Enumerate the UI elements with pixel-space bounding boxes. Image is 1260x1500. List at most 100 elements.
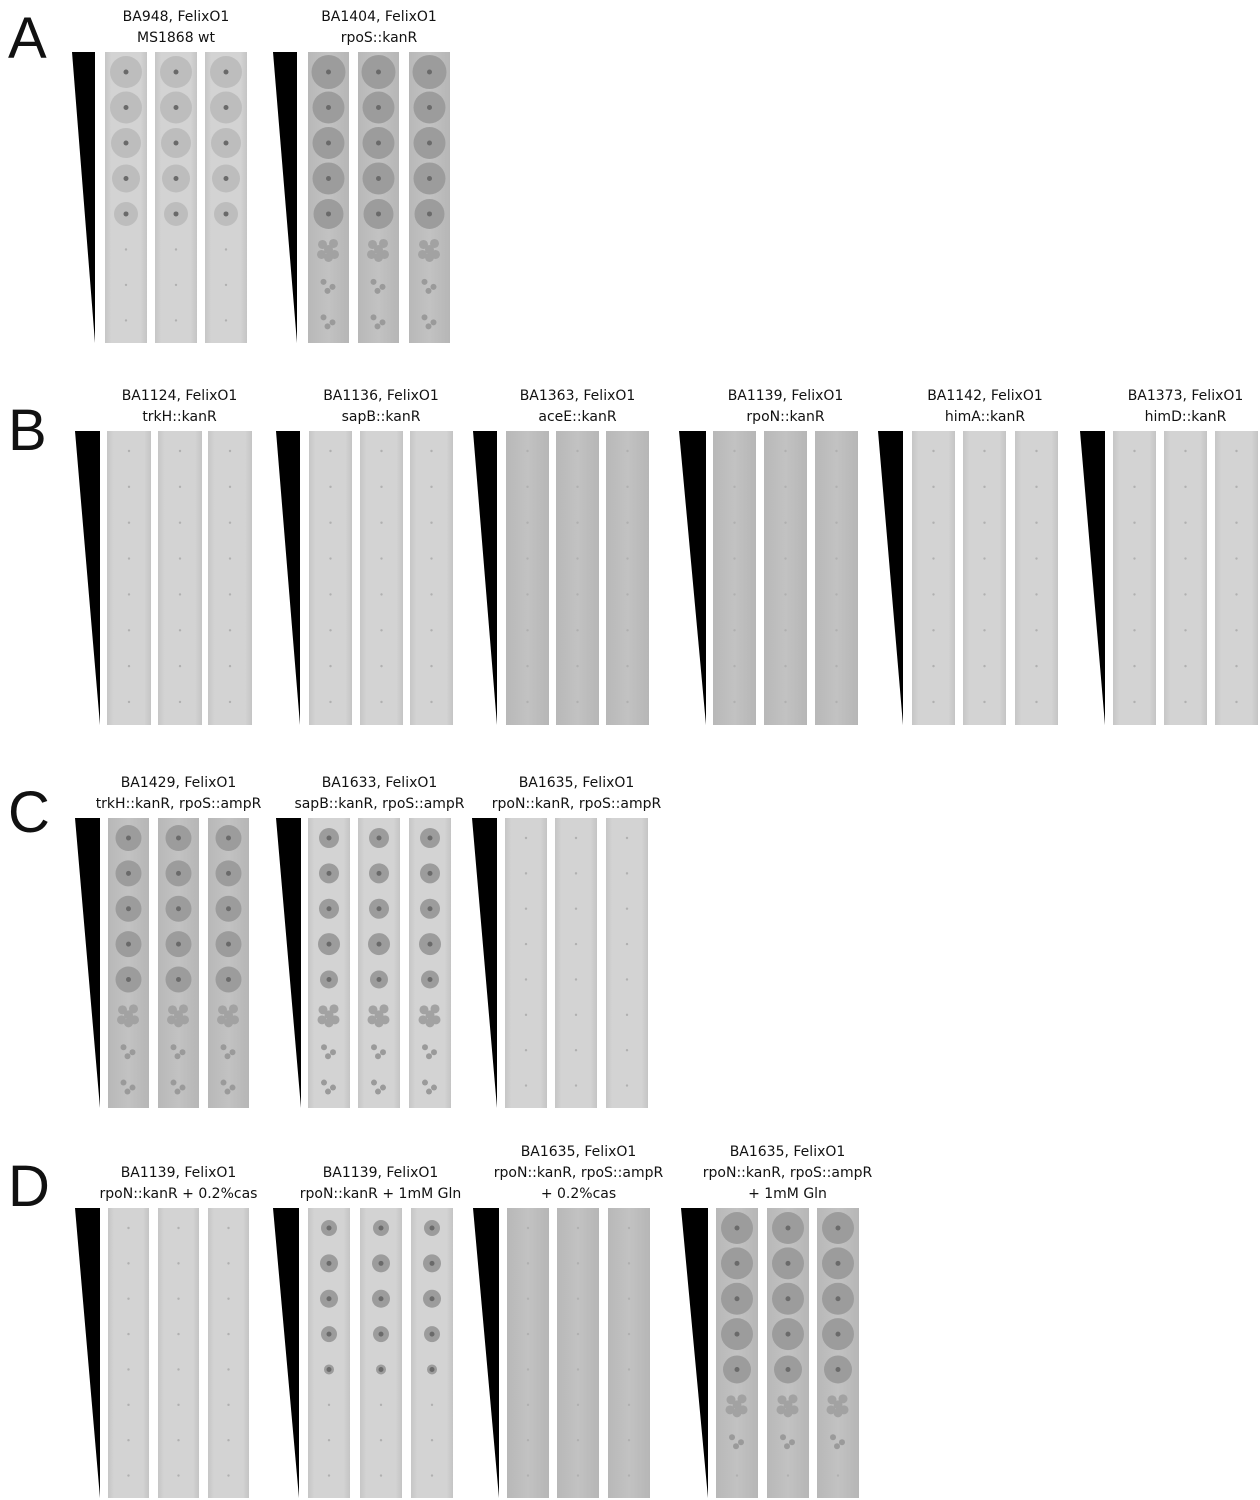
spot-strip [507, 1208, 549, 1498]
spot-dot [380, 1439, 382, 1441]
spot-dot [784, 486, 786, 488]
plaque [375, 323, 381, 329]
spot-dot [983, 486, 985, 488]
spot-dot [430, 701, 432, 703]
strain-label: BA1139, FelixO1 [323, 1165, 439, 1181]
spot-dot [1235, 665, 1237, 667]
spot-dot [125, 319, 127, 321]
plaque-center [430, 1261, 435, 1266]
spot-dot [431, 1404, 433, 1406]
plaque [431, 1085, 437, 1091]
spot-dot [626, 557, 628, 559]
strain-label: rpoN::kanR + 1mM Gln [300, 1186, 461, 1202]
spot-dot [526, 701, 528, 703]
spot-dot [1133, 450, 1135, 452]
spot-dot [575, 1014, 577, 1016]
spot-dot [787, 1474, 789, 1476]
plaque-center [126, 942, 131, 947]
dilution-wedge [276, 431, 300, 725]
spot-dot [229, 593, 231, 595]
spot-strip [208, 1208, 249, 1498]
plaque-center [428, 942, 433, 947]
plaque [789, 1439, 795, 1445]
plaque-center [836, 1367, 841, 1372]
spot-dot [527, 1333, 529, 1335]
plaque-center [126, 836, 131, 841]
spot-dot [1035, 522, 1037, 524]
plaque-center [326, 211, 331, 216]
plaque-center [224, 70, 229, 75]
plaque [729, 1434, 735, 1440]
plaque [325, 1089, 331, 1095]
spot-dot [576, 665, 578, 667]
spot-dot [932, 701, 934, 703]
plaque-center [224, 140, 229, 145]
spot-dot [733, 486, 735, 488]
spot-dot [576, 450, 578, 452]
spot-dot [179, 486, 181, 488]
spot-dot [835, 486, 837, 488]
plaque-center [327, 871, 332, 876]
plaque-center [430, 1367, 435, 1372]
dilution-wedge [75, 818, 100, 1108]
spot-strip [208, 431, 252, 725]
strain-label: rpoN::kanR + 0.2%cas [100, 1186, 258, 1202]
spot-dot [1133, 522, 1135, 524]
plaque [224, 1018, 233, 1027]
spot-dot [983, 629, 985, 631]
strain-label: trkH::kanR, rpoS::ampR [96, 796, 262, 812]
spot-dot [179, 557, 181, 559]
spot-dot [1035, 701, 1037, 703]
spot-dot [328, 1474, 330, 1476]
plaque-center [377, 836, 382, 841]
spot-dot [177, 1439, 179, 1441]
spot-dot [784, 665, 786, 667]
spot-dot [527, 1227, 529, 1229]
spot-dot [626, 486, 628, 488]
spot-strip [506, 431, 549, 725]
plaque-center [428, 977, 433, 982]
plaque [321, 1080, 327, 1086]
spot-dot [1235, 486, 1237, 488]
spot-dot [628, 1262, 630, 1264]
panel-letter: C [8, 780, 50, 845]
spot-dot [575, 1084, 577, 1086]
plaque [180, 1085, 186, 1091]
spot-dot [733, 450, 735, 452]
spot-dot [932, 593, 934, 595]
plaque [371, 314, 377, 320]
plaque [375, 288, 381, 294]
spot-dot [626, 593, 628, 595]
plaque-center [786, 1226, 791, 1231]
spot-dot [380, 629, 382, 631]
plaque [325, 323, 331, 329]
plaque [426, 1089, 432, 1095]
spot-dot [329, 450, 331, 452]
plaque-center [376, 176, 381, 181]
plaque [422, 314, 428, 320]
spot-dot [626, 908, 628, 910]
strain-label: BA948, FelixO1 [123, 9, 230, 25]
plaque-center [174, 105, 179, 110]
spot-dot [430, 665, 432, 667]
plaque-center [427, 105, 432, 110]
spot-dot [1235, 629, 1237, 631]
spot-dot [525, 908, 527, 910]
plaque-center [174, 211, 179, 216]
plaque [230, 1085, 236, 1091]
spot-dot [525, 837, 527, 839]
plaque-center [786, 1367, 791, 1372]
spot-dot [329, 557, 331, 559]
spot-dot [626, 665, 628, 667]
spot-dot [1035, 450, 1037, 452]
spot-dot [932, 629, 934, 631]
spot-dot [227, 1227, 229, 1229]
spot-strip [1113, 431, 1156, 725]
plaque-center [379, 1332, 384, 1337]
plaque [325, 1018, 334, 1027]
plaque [426, 323, 432, 329]
strain-label: BA1373, FelixO1 [1128, 388, 1244, 404]
plaque [733, 1443, 739, 1449]
strain-label: BA1635, FelixO1 [521, 1144, 637, 1160]
strain-label: sapB::kanR, rpoS::ampR [294, 796, 464, 812]
